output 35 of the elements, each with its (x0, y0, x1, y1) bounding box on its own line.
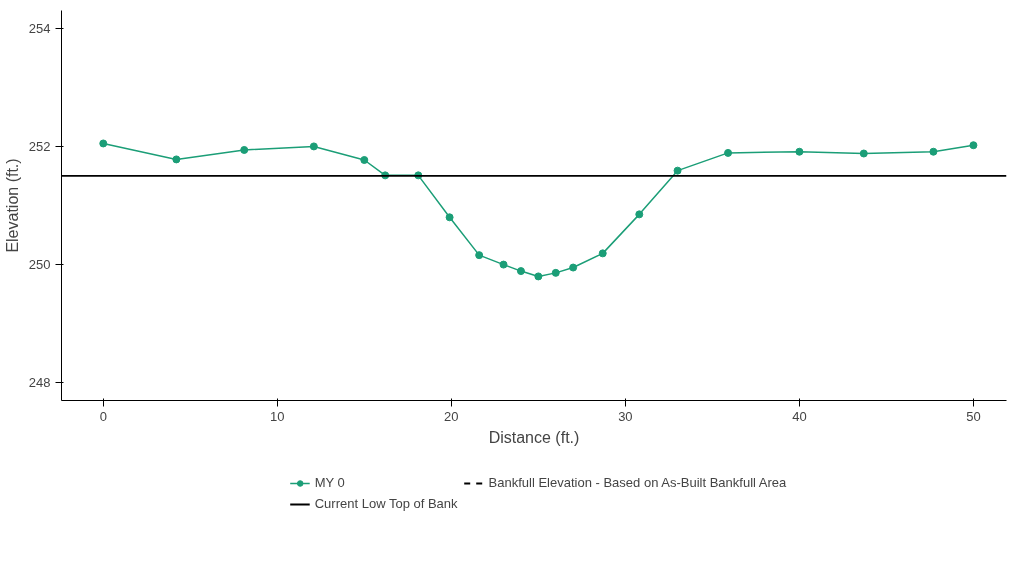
y-tick-label: 248 (28, 375, 51, 391)
legend-label: MY 0 (314, 475, 345, 490)
point (635, 210, 644, 219)
y-tick-label: 250 (28, 257, 51, 273)
point (445, 213, 454, 222)
y-tick-label: 254 (28, 20, 51, 36)
x-tick-label: 50 (966, 408, 981, 424)
x-tick-label: 30 (618, 408, 633, 424)
point (172, 155, 181, 164)
x-tick-label: 0 (99, 408, 107, 424)
point (516, 267, 525, 276)
point (569, 263, 578, 272)
point (969, 141, 978, 150)
point (240, 145, 249, 154)
legend-label: Current Low Top of Bank (314, 496, 458, 511)
point (929, 147, 938, 156)
point (360, 156, 369, 164)
y-tick-label: 252 (28, 138, 51, 154)
x-tick-label: 40 (792, 408, 807, 424)
point (724, 148, 733, 157)
point (795, 147, 804, 156)
point (598, 249, 607, 258)
point (499, 260, 508, 269)
y-axis-title: Elevation (ft.) (3, 158, 21, 253)
point (99, 139, 108, 148)
point (309, 142, 318, 151)
text: Bankfull Elevation - Based on As-Built Bankfull Area (488, 475, 787, 490)
x-axis-title: Distance (ft.) (488, 428, 580, 446)
x-tick-label: 10 (270, 408, 285, 424)
point (534, 272, 543, 281)
x-tick-label: 20 (444, 408, 459, 424)
point (673, 166, 682, 175)
point (859, 149, 868, 158)
point (475, 251, 484, 260)
point (551, 268, 560, 277)
